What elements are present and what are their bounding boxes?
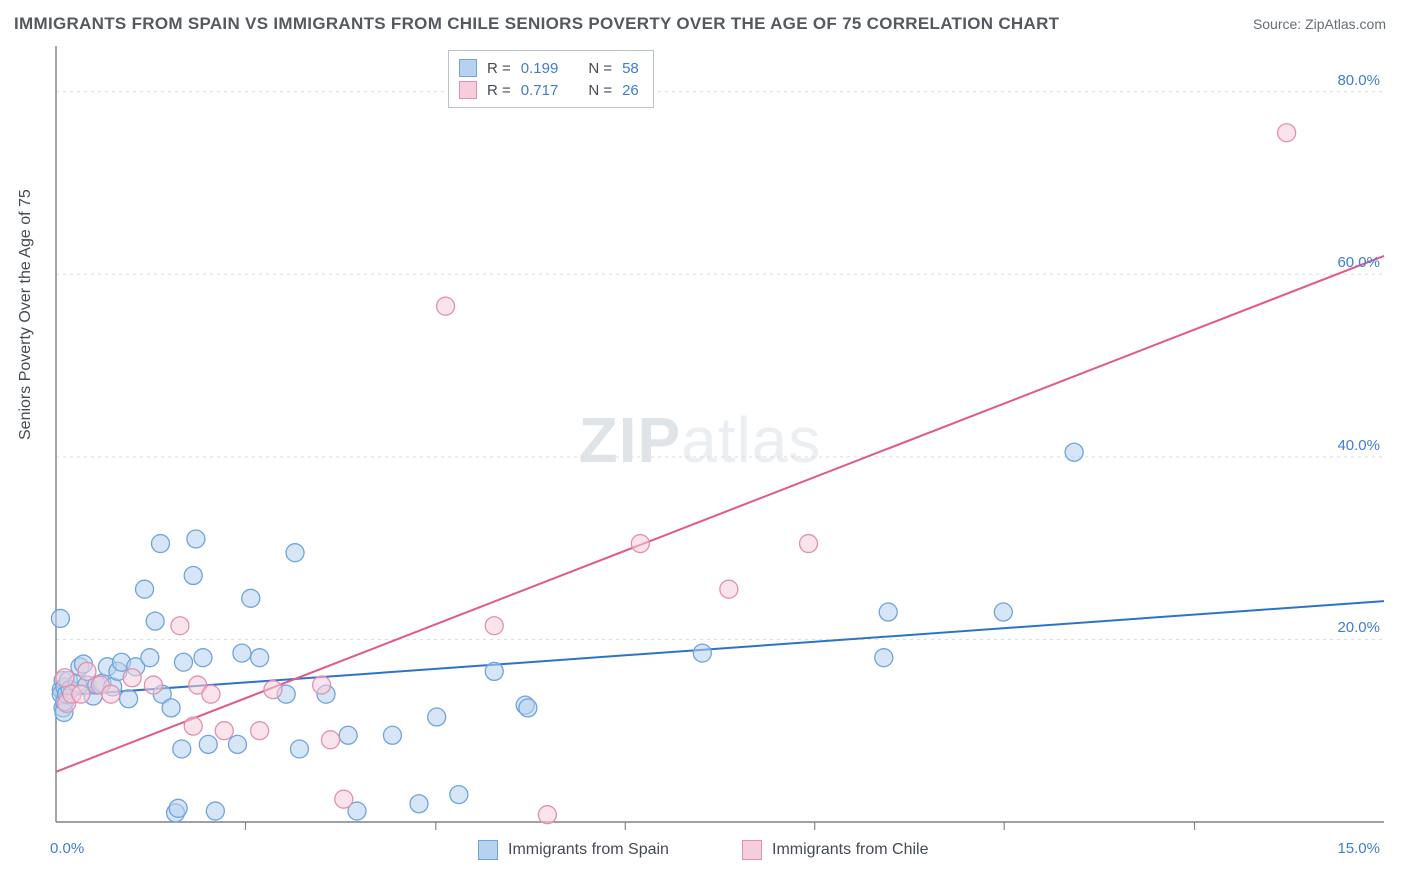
stat-r-label: R = [487, 82, 511, 99]
stat-n-value: 58 [622, 60, 639, 77]
legend-swatch [459, 59, 477, 77]
series-legend-item: Immigrants from Chile [742, 840, 928, 860]
y-tick-label: 20.0% [1337, 619, 1380, 636]
x-tick-label: 0.0% [50, 840, 84, 857]
legend-swatch [459, 81, 477, 99]
y-tick-label: 60.0% [1337, 254, 1380, 271]
y-tick-label: 40.0% [1337, 437, 1380, 454]
stats-legend-box: R = 0.199 N = 58 R = 0.717 N = 26 [448, 50, 654, 108]
stat-n-label: N = [588, 82, 612, 99]
legend-swatch [478, 840, 498, 860]
stat-r-value: 0.717 [521, 82, 559, 99]
series-legend-label: Immigrants from Chile [772, 841, 928, 859]
stats-legend-row: R = 0.717 N = 26 [459, 79, 639, 101]
chart-area [0, 0, 1406, 892]
x-tick-label: 15.0% [1337, 840, 1380, 857]
series-legend-label: Immigrants from Spain [508, 841, 669, 859]
stat-n-value: 26 [622, 82, 639, 99]
stat-r-value: 0.199 [521, 60, 559, 77]
series-legend-item: Immigrants from Spain [478, 840, 669, 860]
legend-swatch [742, 840, 762, 860]
stat-n-label: N = [588, 60, 612, 77]
stats-legend-row: R = 0.199 N = 58 [459, 57, 639, 79]
y-tick-label: 80.0% [1337, 72, 1380, 89]
stat-r-label: R = [487, 60, 511, 77]
